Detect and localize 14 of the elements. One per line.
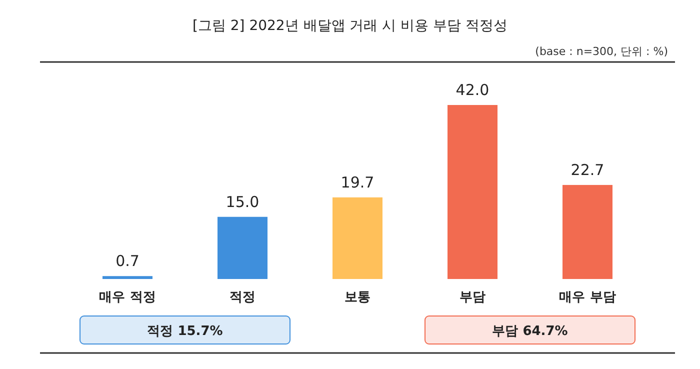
x-tick-label: 보통	[344, 290, 370, 305]
data-label: 42.0	[456, 81, 490, 99]
text: 부담 64.7%	[492, 324, 568, 339]
data-label: 19.7	[340, 173, 374, 192]
x-tick-label: 매우 부담	[559, 290, 616, 305]
x-tick-label: 매우 적정	[99, 290, 156, 305]
text: 적정 15.7%	[147, 324, 223, 339]
data-label: 22.7	[570, 160, 604, 179]
data-label: 0.7	[116, 252, 140, 270]
title: [그림 2] 2022년 배달앱 거래 시 비용 부담 적정성	[192, 18, 508, 34]
data-label: 15.0	[226, 192, 260, 211]
x-tick-label: 적정	[230, 290, 256, 305]
x-tick-label: 부담	[460, 290, 486, 305]
subtitle: (base : n=300, 단위 : %)	[535, 45, 668, 58]
